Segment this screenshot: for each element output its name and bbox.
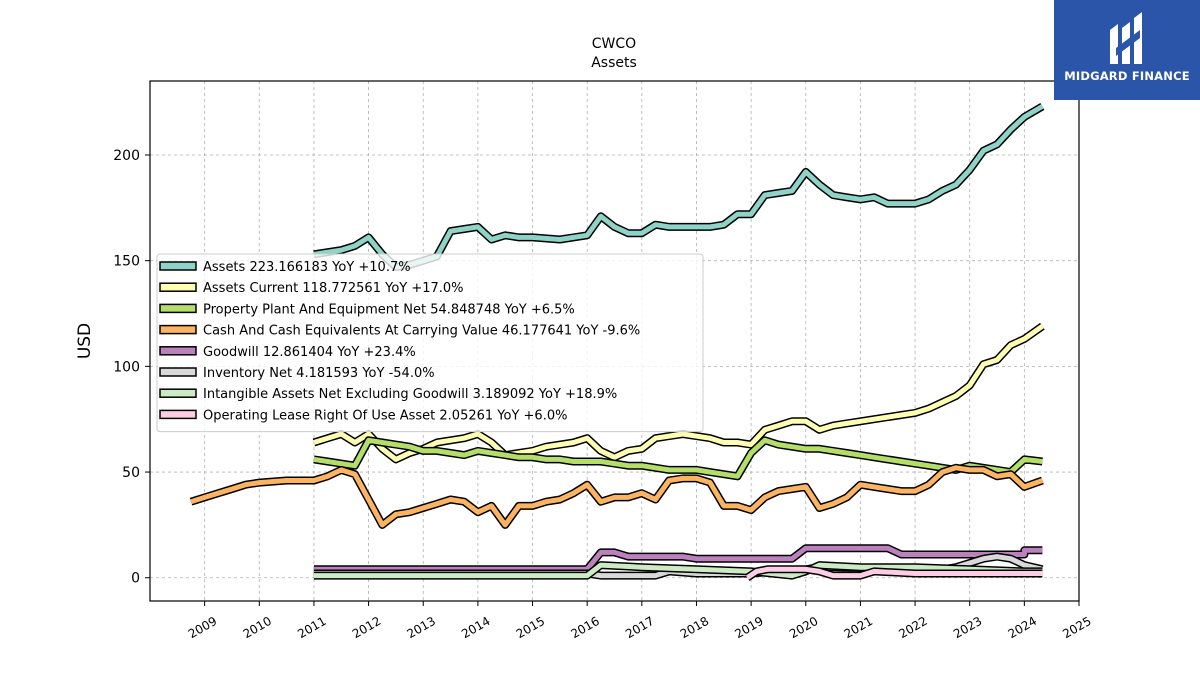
legend-label: Intangible Assets Net Excluding Goodwill… bbox=[203, 387, 617, 402]
legend-item: Cash And Cash Equivalents At Carrying Va… bbox=[159, 324, 640, 339]
legend-label: Property Plant And Equipment Net 54.8487… bbox=[203, 302, 575, 317]
x-tick-label: 2025 bbox=[1060, 614, 1093, 641]
legend-label: Assets 223.166183 YoY +10.7% bbox=[203, 260, 411, 275]
series-2 bbox=[313, 436, 1043, 481]
legend-item: Assets 223.166183 YoY +10.7% bbox=[159, 260, 411, 275]
midgard-logo-icon bbox=[1110, 12, 1142, 64]
x-tick-label: 2019 bbox=[732, 614, 765, 641]
legend-label: Operating Lease Right Of Use Asset 2.052… bbox=[203, 408, 567, 423]
legend-label: Inventory Net 4.181593 YoY -54.0% bbox=[203, 366, 435, 381]
series-1 bbox=[312, 322, 1045, 464]
series-6 bbox=[313, 561, 1043, 580]
series-line bbox=[190, 465, 1044, 528]
y-axis-label: USD bbox=[75, 323, 95, 359]
x-tick-label: 2017 bbox=[623, 614, 656, 641]
series-3 bbox=[189, 463, 1044, 529]
brand-name: MIDGARD FINANCE bbox=[1064, 69, 1190, 83]
x-tick-label: 2020 bbox=[787, 614, 820, 641]
series-line bbox=[745, 566, 1043, 580]
y-tick-label: 100 bbox=[113, 359, 140, 375]
x-tick-label: 2016 bbox=[568, 614, 601, 641]
x-tick-label: 2012 bbox=[350, 614, 383, 641]
x-tick-label: 2013 bbox=[405, 614, 438, 641]
legend-swatch bbox=[159, 282, 197, 292]
legend-swatch bbox=[159, 346, 197, 356]
legend-swatch bbox=[159, 303, 197, 314]
x-tick-label: 2014 bbox=[459, 614, 492, 641]
x-tick-label: 2023 bbox=[951, 614, 984, 641]
x-tick-label: 2009 bbox=[186, 614, 219, 641]
series-layer bbox=[189, 102, 1045, 582]
legend: Assets 223.166183 YoY +10.7% Assets Curre… bbox=[156, 253, 704, 433]
series-line bbox=[313, 104, 1044, 270]
legend-item: Operating Lease Right Of Use Asset 2.052… bbox=[159, 408, 567, 423]
series-7 bbox=[745, 565, 1043, 582]
legend-swatch bbox=[159, 261, 197, 271]
chart-title: CWCO bbox=[592, 36, 636, 52]
legend-swatch bbox=[159, 324, 197, 335]
legend-label: Cash And Cash Equivalents At Carrying Va… bbox=[203, 324, 640, 339]
legend-label: Goodwill 12.861404 YoY +23.4% bbox=[203, 345, 416, 360]
plot-frame bbox=[149, 80, 1080, 602]
series-line bbox=[313, 324, 1044, 462]
y-tick-label: 200 bbox=[113, 148, 140, 164]
legend-label: Assets Current 118.772561 YoY +17.0% bbox=[203, 281, 464, 296]
x-tick-label: 2011 bbox=[295, 614, 328, 641]
y-tick-label: 0 bbox=[131, 571, 140, 587]
chart-subtitle: Assets bbox=[591, 55, 637, 71]
brand-logo: MIDGARD FINANCE bbox=[1054, 0, 1200, 100]
legend-item: Goodwill 12.861404 YoY +23.4% bbox=[159, 345, 416, 360]
y-tick-label: 50 bbox=[122, 465, 140, 481]
series-line bbox=[313, 562, 1043, 579]
grid-lines bbox=[150, 81, 1080, 601]
legend-item: Inventory Net 4.181593 YoY -54.0% bbox=[159, 366, 435, 381]
legend-swatch bbox=[159, 388, 197, 398]
legend-item: Assets Current 118.772561 YoY +17.0% bbox=[159, 281, 464, 296]
legend-item: Intangible Assets Net Excluding Goodwill… bbox=[159, 387, 617, 402]
legend-swatch bbox=[159, 367, 197, 377]
x-tick-label: 2015 bbox=[514, 614, 547, 641]
series-0 bbox=[313, 102, 1045, 271]
x-tick-label: 2010 bbox=[241, 614, 274, 641]
x-tick-label: 2018 bbox=[678, 614, 711, 641]
legend-swatch bbox=[159, 409, 197, 420]
x-tick-label: 2024 bbox=[1006, 614, 1039, 641]
series-line bbox=[313, 437, 1043, 479]
legend-box bbox=[156, 253, 704, 433]
legend-item: Property Plant And Equipment Net 54.8487… bbox=[159, 302, 575, 317]
x-tick-label: 2021 bbox=[842, 614, 875, 641]
y-tick-label: 150 bbox=[113, 254, 140, 270]
x-tick-label: 2022 bbox=[896, 614, 929, 641]
